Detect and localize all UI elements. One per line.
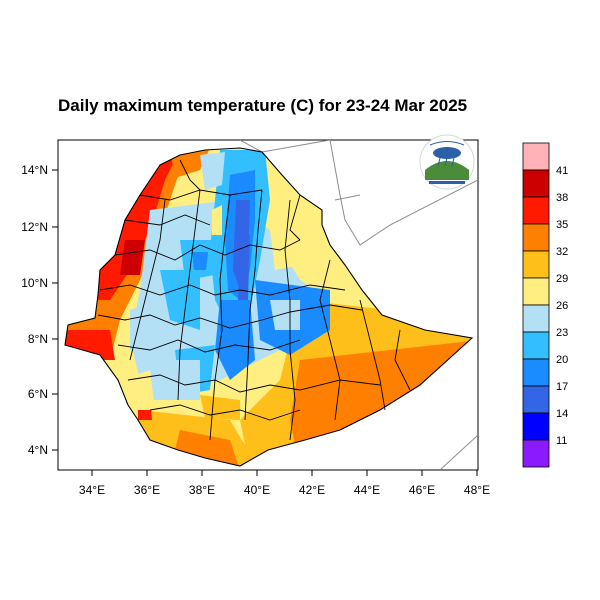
colorbar-label-41: 41 — [556, 165, 568, 177]
colorbar-swatch-11 — [522, 439, 550, 468]
y-tick-6: 6°N — [28, 387, 48, 401]
x-tick-48: 48°E — [464, 483, 490, 497]
x-tick-34: 34°E — [79, 483, 105, 497]
ethiopian-meteorology-institute-logo — [419, 134, 475, 190]
colorbar-swatch-7 — [522, 331, 550, 360]
colorbar-swatch-0 — [522, 142, 550, 171]
colorbar-label-32: 32 — [556, 246, 568, 258]
y-tick-4: 4°N — [28, 443, 48, 457]
colorbar-swatch-8 — [522, 358, 550, 387]
colorbar-label-11: 11 — [556, 435, 567, 447]
colorbar-label-20: 20 — [556, 354, 568, 366]
admin-boundaries — [64, 147, 474, 467]
colorbar-swatch-4 — [522, 250, 550, 279]
colorbar-label-23: 23 — [556, 327, 568, 339]
x-tick-labels: 34°E 36°E 38°E 40°E 42°E 44°E 46°E 48°E — [79, 483, 490, 497]
colorbar-label-35: 35 — [556, 219, 568, 231]
colorbar-label-26: 26 — [556, 300, 568, 312]
colorbar-label-17: 17 — [556, 381, 568, 393]
axis-ticks — [52, 169, 478, 476]
x-tick-46: 46°E — [409, 483, 435, 497]
colorbar-swatch-10 — [522, 412, 550, 441]
y-tick-8: 8°N — [28, 332, 48, 346]
y-tick-14: 14°N — [21, 163, 48, 177]
colorbar-swatch-2 — [522, 196, 550, 225]
colorbar-label-38: 38 — [556, 192, 568, 204]
x-tick-38: 38°E — [189, 483, 215, 497]
colorbar — [522, 142, 550, 468]
x-tick-40: 40°E — [244, 483, 270, 497]
neighbor-boundaries — [239, 140, 478, 470]
map-title: Daily maximum temperature (C) for 23-24 … — [58, 96, 468, 115]
x-tick-36: 36°E — [134, 483, 160, 497]
colorbar-label-29: 29 — [556, 273, 568, 285]
colorbar-swatch-1 — [522, 169, 550, 198]
x-tick-44: 44°E — [354, 483, 380, 497]
colorbar-label-14: 14 — [556, 408, 568, 420]
colorbar-swatch-9 — [522, 385, 550, 414]
y-tick-12: 12°N — [21, 220, 48, 234]
colorbar-swatch-5 — [522, 277, 550, 306]
y-tick-labels: 14°N 12°N 10°N 8°N 6°N 4°N — [21, 163, 48, 457]
x-tick-42: 42°E — [299, 483, 325, 497]
y-tick-10: 10°N — [21, 276, 48, 290]
colorbar-swatch-3 — [522, 223, 550, 252]
colorbar-labels: 41 38 35 32 29 26 23 20 17 14 11 — [556, 165, 568, 447]
colorbar-swatch-6 — [522, 304, 550, 333]
